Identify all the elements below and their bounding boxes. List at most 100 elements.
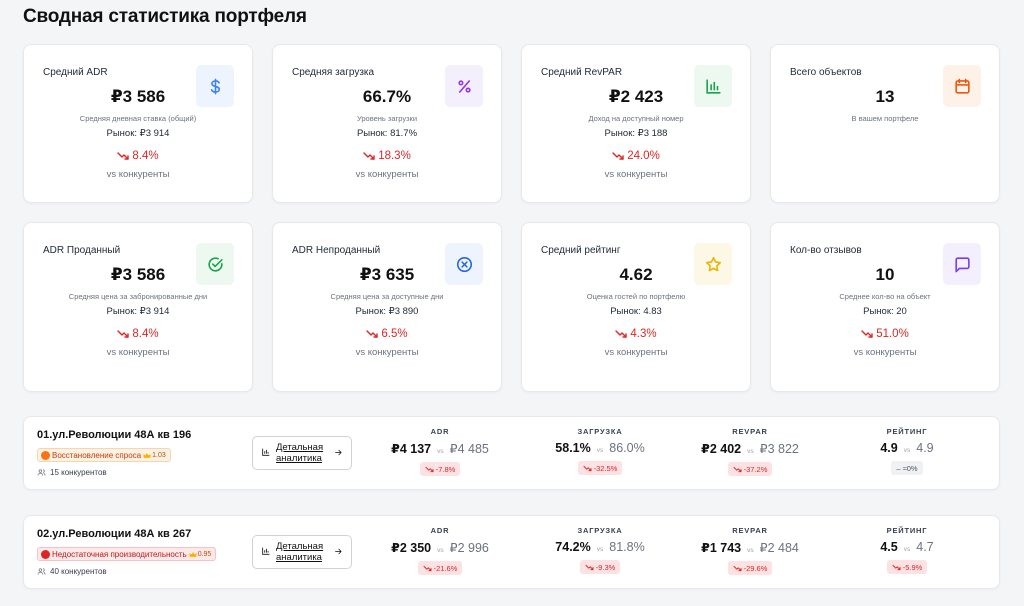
kpi-change-value: 24.0%: [627, 150, 660, 162]
property-row: 01.ул.Революции 48А кв 196 Восстановление…: [23, 416, 1000, 490]
metric-change-value: -21.6%: [433, 563, 458, 573]
crown-icon: [189, 551, 197, 557]
trend-down-icon: [117, 152, 130, 160]
kpi-card: ADR Непроданный ₽3 635 Средняя цена за дос…: [272, 222, 502, 392]
kpi-change-value: 51.0%: [876, 328, 909, 340]
metric-values: 4.9 vs 4.9: [880, 441, 933, 455]
detail-analytics-button[interactable]: Детальная аналитика: [252, 535, 352, 569]
page-title: Сводная статистика портфеля: [23, 6, 307, 27]
metric-change-badge: -21.6%: [417, 561, 463, 575]
kpi-value: 13: [875, 87, 895, 106]
star-icon: [694, 243, 732, 285]
kpi-change: 8.4%: [117, 327, 159, 341]
metric-value: 58.1%: [555, 441, 591, 455]
metric-market-value: ₽2 484: [759, 541, 799, 555]
detail-analytics-label: Детальная аналитика: [276, 442, 324, 464]
metric-change-value: ≈0%: [902, 463, 918, 473]
metric-vs: vs: [747, 547, 754, 554]
kpi-market-value: Рынок: ₽3 890: [355, 306, 419, 317]
kpi-change-value: 6.5%: [381, 328, 408, 340]
kpi-vs-label: vs конкуренты: [106, 169, 170, 180]
detail-analytics-label: Детальная аналитика: [276, 541, 324, 563]
metric-value: 4.5: [880, 540, 898, 554]
metric-value: ₽1 743: [701, 541, 742, 555]
kpi-body: ₽3 635 Средняя цена за доступные дни Рынок…: [273, 265, 501, 359]
trend-down-icon: [612, 152, 624, 160]
kpi-value: ₽2 423: [608, 87, 664, 106]
kpi-value: 4.62: [619, 265, 653, 284]
trend-down-icon: [366, 330, 379, 338]
bar-chart-icon: [261, 543, 271, 561]
metric-change-badge: -32.5%: [577, 461, 623, 475]
property-row: 02.ул.Революции 48А кв 267 Недостаточная …: [23, 515, 1000, 589]
metric-label: ADR: [430, 427, 450, 436]
kpi-market-value: Рынок: ₽3 914: [106, 306, 170, 317]
dollar-icon: [196, 65, 234, 107]
kpi-card: Всего объектов 13 В вашем портфеле: [770, 44, 1000, 203]
trend-down-icon: [117, 330, 130, 338]
competitors-text: 15 конкурентов: [50, 468, 107, 477]
metric-1: ЗАГРУЗКА 74.2% vs 81.8% -9.3%: [535, 526, 665, 574]
metric-label: REVPAR: [732, 526, 768, 535]
kpi-change: 8.4%: [117, 149, 159, 163]
metric-0: ADR ₽2 350 vs ₽2 996 -21.6%: [375, 526, 505, 575]
kpi-label: ADR Проданный: [43, 245, 121, 256]
trend-down-icon: [363, 152, 375, 160]
metric-value: ₽4 137: [391, 442, 432, 456]
kpi-card: Средний RevPAR ₽2 423 Доход на доступный н…: [521, 44, 751, 203]
detail-analytics-button[interactable]: Детальная аналитика: [252, 436, 352, 470]
competitors-count: 40 конкурентов: [37, 567, 107, 576]
status-score-value: 1.03: [152, 451, 166, 459]
metric-change-badge: -7.8%: [419, 462, 461, 476]
kpi-change: 24.0%: [612, 149, 660, 163]
kpi-grid: Средний ADR ₽3 586 Средняя дневная ставка …: [23, 44, 1000, 392]
kpi-body: ₽3 586 Средняя цена за забронированные дн…: [24, 265, 252, 359]
kpi-vs-label: vs конкуренты: [106, 347, 170, 358]
kpi-value: 10: [875, 265, 895, 284]
kpi-change: 18.3%: [363, 149, 411, 163]
kpi-market-value: Рынок: ₽3 188: [604, 128, 668, 139]
metric-vs: vs: [596, 546, 604, 553]
metric-values: ₽1 743 vs ₽2 484: [701, 540, 799, 555]
competitors-count: 15 конкурентов: [37, 468, 107, 477]
kpi-body: 13 В вашем портфеле: [771, 87, 999, 124]
kpi-vs-label: vs конкуренты: [604, 347, 668, 358]
metric-3: РЕЙТИНГ 4.9 vs 4.9 – ≈0%: [842, 427, 972, 475]
metric-change-value: -37.2%: [743, 464, 768, 474]
metric-change-value: -5.9%: [902, 562, 923, 572]
metric-change-value: -7.8%: [435, 464, 456, 474]
competitors-text: 40 конкурентов: [50, 567, 107, 576]
kpi-change: 51.0%: [861, 327, 909, 341]
users-icon: [37, 469, 46, 476]
metric-value: ₽2 402: [701, 442, 742, 456]
kpi-change-value: 4.3%: [630, 328, 657, 340]
metric-vs: vs: [903, 546, 911, 553]
trend-down-icon: [423, 565, 432, 571]
trend-down-icon: [425, 466, 434, 472]
metric-vs: vs: [903, 447, 911, 454]
metric-0: ADR ₽4 137 vs ₽4 485 -7.8%: [375, 427, 505, 476]
kpi-body: 10 Среднее кол-во на объект Рынок: 20 51.0%…: [771, 265, 999, 359]
x-circle-icon: [445, 243, 483, 285]
kpi-change: 4.3%: [615, 327, 657, 341]
trend-down-icon: [585, 564, 594, 570]
kpi-card: Средний ADR ₽3 586 Средняя дневная ставка …: [23, 44, 253, 203]
metric-values: ₽4 137 vs ₽4 485: [391, 441, 489, 456]
kpi-label: Средний ADR: [43, 67, 108, 78]
metric-vs: vs: [437, 448, 444, 455]
kpi-vs-label: vs конкуренты: [355, 169, 419, 180]
kpi-market-value: Рынок: 81.7%: [356, 128, 418, 139]
kpi-value: ₽3 635: [359, 265, 415, 284]
crown-icon: [143, 452, 151, 458]
kpi-vs-label: vs конкуренты: [604, 169, 668, 180]
kpi-description: Средняя дневная ставка (общий): [79, 114, 197, 123]
kpi-card: Средняя загрузка 66.7% Уровень загрузки Рын…: [272, 44, 502, 203]
message-icon: [943, 243, 981, 285]
metric-market-value: ₽4 485: [449, 442, 489, 456]
metric-vs: vs: [596, 447, 604, 454]
kpi-label: Средний рейтинг: [541, 245, 621, 256]
kpi-body: 66.7% Уровень загрузки Рынок: 81.7% 18.3% vs…: [273, 87, 501, 181]
metric-market-value: 4.9: [916, 441, 934, 455]
metric-value: ₽2 350: [391, 541, 432, 555]
metric-change-badge: – ≈0%: [891, 461, 923, 475]
